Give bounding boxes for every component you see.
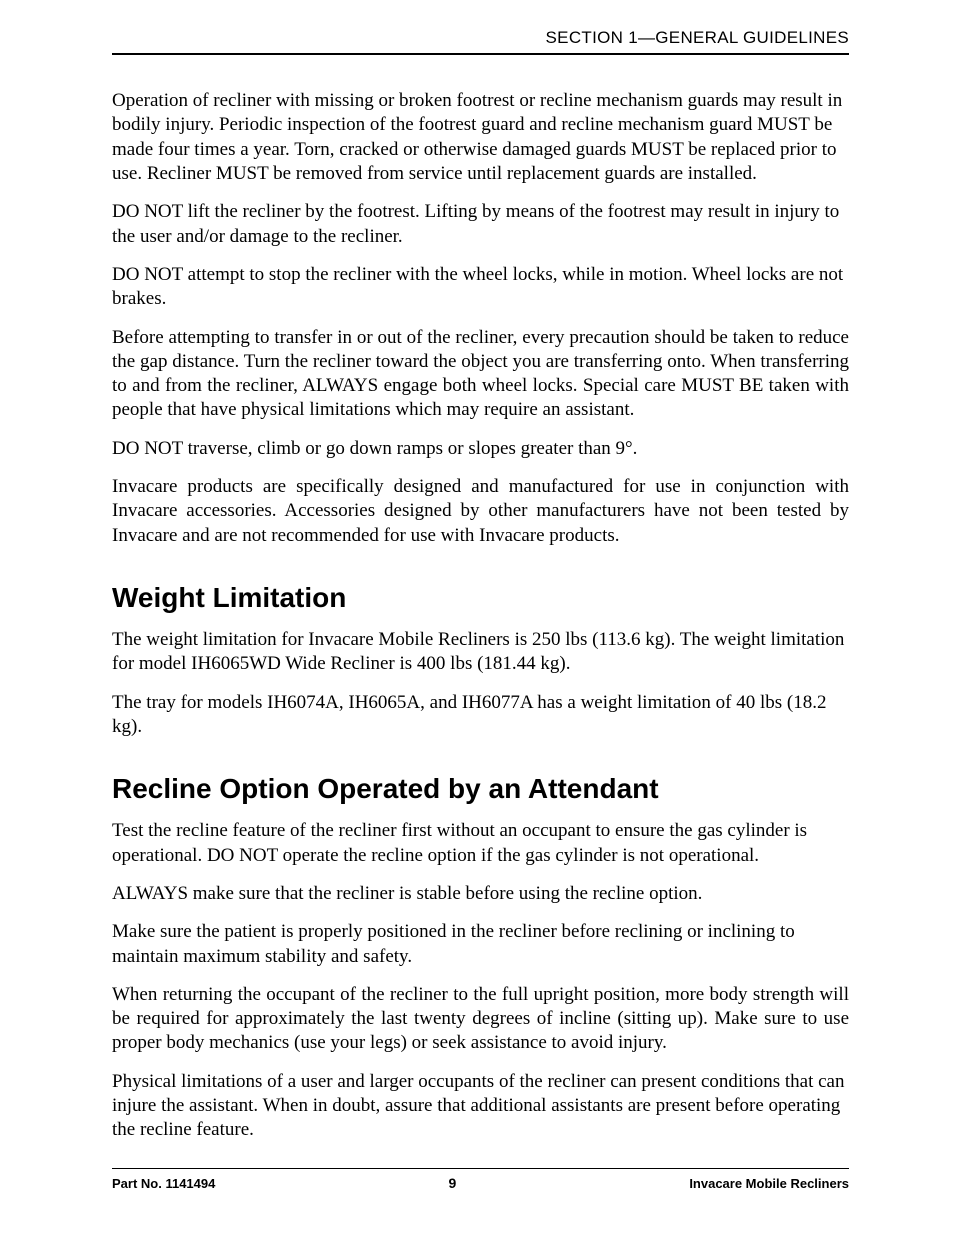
- page-container: SECTION 1—GENERAL GUIDELINES Operation o…: [0, 0, 954, 1143]
- paragraph: The weight limitation for Invacare Mobil…: [112, 628, 849, 677]
- footer-page-number: 9: [448, 1175, 456, 1191]
- footer-left: Part No. 1141494: [112, 1176, 215, 1191]
- page-footer: Part No. 1141494 9 Invacare Mobile Recli…: [112, 1168, 849, 1191]
- paragraph: Before attempting to transfer in or out …: [112, 326, 849, 423]
- paragraph: DO NOT lift the recliner by the footrest…: [112, 200, 849, 249]
- paragraph: DO NOT attempt to stop the recliner with…: [112, 263, 849, 312]
- running-header: SECTION 1—GENERAL GUIDELINES: [112, 28, 849, 53]
- paragraph: Make sure the patient is properly positi…: [112, 920, 849, 969]
- paragraph: Physical limitations of a user and large…: [112, 1070, 849, 1143]
- paragraph: ALWAYS make sure that the recliner is st…: [112, 882, 849, 906]
- section-heading: Weight Limitation: [112, 582, 849, 614]
- paragraph: When returning the occupant of the recli…: [112, 983, 849, 1056]
- paragraph: Operation of recliner with missing or br…: [112, 89, 849, 186]
- section-heading: Recline Option Operated by an Attendant: [112, 773, 849, 805]
- paragraph: Test the recline feature of the recliner…: [112, 819, 849, 868]
- paragraph: DO NOT traverse, climb or go down ramps …: [112, 437, 849, 461]
- footer-row: Part No. 1141494 9 Invacare Mobile Recli…: [112, 1175, 849, 1191]
- paragraph: Invacare products are specifically desig…: [112, 475, 849, 548]
- paragraph: The tray for models IH6074A, IH6065A, an…: [112, 691, 849, 740]
- body-content: Operation of recliner with missing or br…: [112, 89, 849, 1143]
- footer-rule: [112, 1168, 849, 1169]
- footer-right: Invacare Mobile Recliners: [689, 1176, 849, 1191]
- header-rule: [112, 53, 849, 55]
